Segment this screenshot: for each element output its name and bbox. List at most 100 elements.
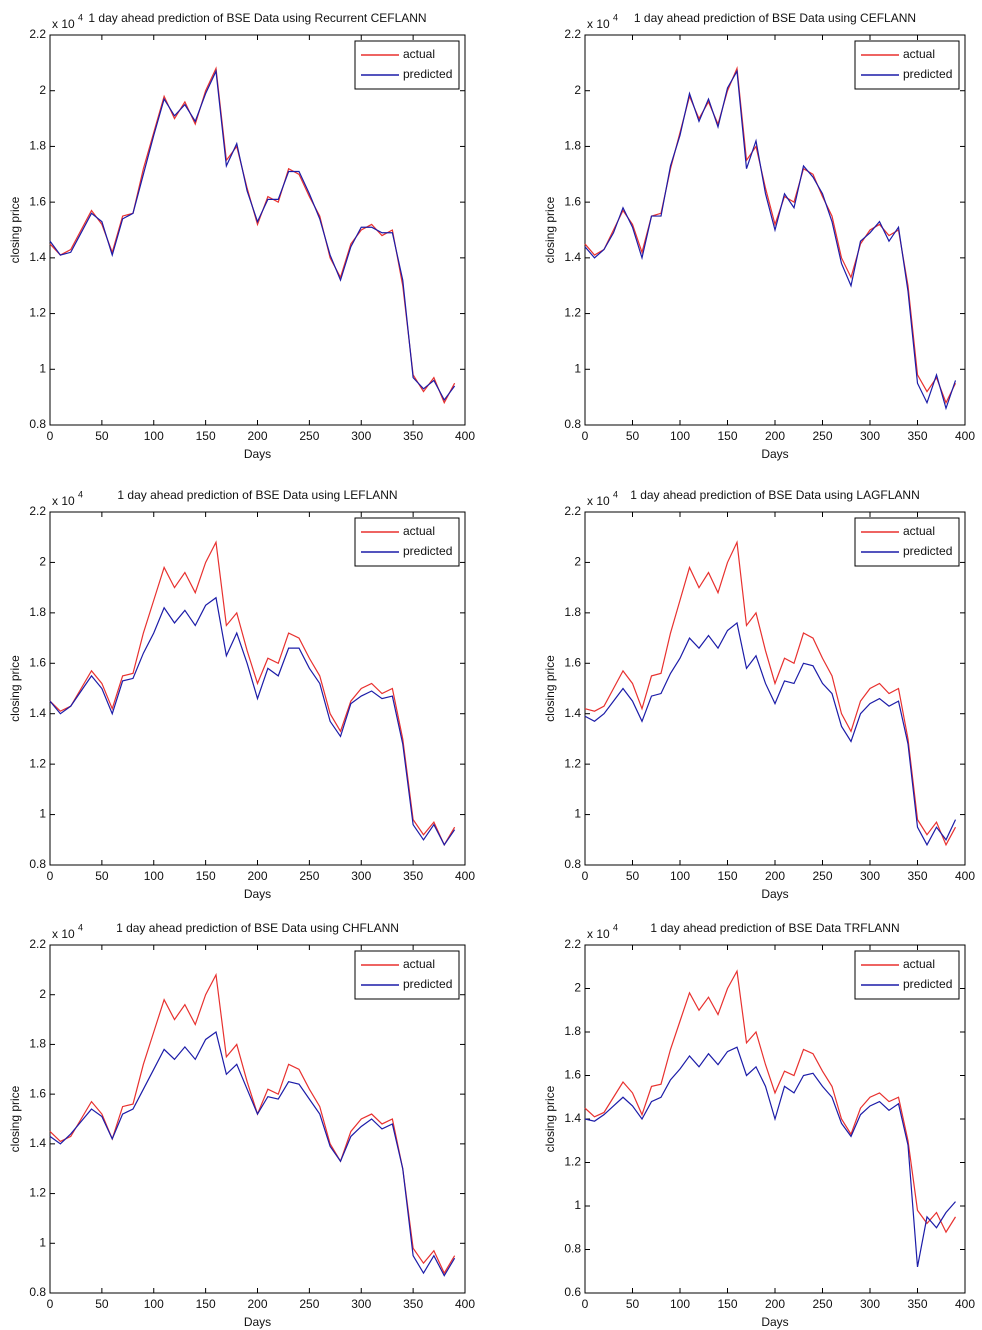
x-tick-label: 100 bbox=[670, 429, 690, 443]
x-tick-label: 200 bbox=[247, 429, 267, 443]
y-tick-label: 1 bbox=[39, 807, 46, 821]
y-tick-label: 0.8 bbox=[564, 857, 581, 871]
x-tick-label: 0 bbox=[47, 429, 54, 443]
legend-label: actual bbox=[403, 957, 435, 971]
y-tick-label: 2 bbox=[39, 987, 46, 1001]
x-tick-label: 350 bbox=[907, 1297, 927, 1311]
x-tick-label: 250 bbox=[299, 869, 319, 883]
legend-label: actual bbox=[403, 47, 435, 61]
y-tick-label: 2.2 bbox=[29, 27, 46, 41]
x-tick-label: 200 bbox=[247, 869, 267, 883]
y-tick-label: 1.8 bbox=[564, 1024, 581, 1038]
x-tick-label: 250 bbox=[299, 429, 319, 443]
x-tick-label: 100 bbox=[670, 869, 690, 883]
y-tick-label: 1 bbox=[574, 361, 581, 375]
y-tick-label: 1.8 bbox=[29, 139, 46, 153]
x-tick-label: 350 bbox=[907, 869, 927, 883]
legend-box bbox=[854, 517, 960, 567]
x-tick-label: 150 bbox=[717, 1297, 737, 1311]
x-tick-label: 150 bbox=[196, 869, 216, 883]
y-tick-label: 2.2 bbox=[564, 504, 581, 518]
x-tick-label: 300 bbox=[860, 429, 880, 443]
chart-title: 1 day ahead prediction of BSE Data using… bbox=[88, 11, 426, 25]
x-tick-label: 400 bbox=[455, 869, 475, 883]
x-tick-label: 200 bbox=[247, 1297, 267, 1311]
y-axis-label: closing price bbox=[543, 1085, 557, 1152]
y-multiplier: x 10 bbox=[587, 927, 610, 941]
y-multiplier: x 10 bbox=[52, 17, 75, 31]
legend-label: predicted bbox=[903, 67, 952, 81]
legend-label: actual bbox=[903, 47, 935, 61]
y-tick-label: 1 bbox=[574, 807, 581, 821]
y-tick-label: 2.2 bbox=[564, 937, 581, 951]
x-tick-label: 0 bbox=[47, 869, 54, 883]
chart-panel: 1 day ahead prediction of BSE Data using… bbox=[8, 921, 475, 1329]
x-tick-label: 300 bbox=[351, 1297, 371, 1311]
legend-label: predicted bbox=[903, 544, 952, 558]
y-tick-label: 1.2 bbox=[564, 756, 581, 770]
x-tick-label: 100 bbox=[144, 869, 164, 883]
x-tick-label: 0 bbox=[47, 1297, 54, 1311]
y-tick-label: 1.6 bbox=[564, 1068, 581, 1082]
chart-panel: 1 day ahead prediction of BSE Data using… bbox=[543, 488, 975, 901]
series-line bbox=[49, 540, 456, 847]
x-tick-label: 250 bbox=[812, 869, 832, 883]
y-tick-label: 1.4 bbox=[564, 1111, 581, 1125]
x-tick-label: 50 bbox=[626, 1297, 640, 1311]
legend-label: predicted bbox=[403, 67, 452, 81]
x-axis-label: Days bbox=[244, 1315, 271, 1329]
legend-label: actual bbox=[903, 524, 935, 538]
y-tick-label: 1.2 bbox=[564, 1155, 581, 1169]
y-tick-label: 0.8 bbox=[564, 417, 581, 431]
y-tick-label: 1 bbox=[574, 1198, 581, 1212]
x-tick-label: 400 bbox=[455, 429, 475, 443]
legend-box bbox=[354, 950, 460, 1000]
series-line bbox=[584, 69, 957, 411]
y-tick-label: 1.4 bbox=[29, 250, 46, 264]
x-tick-label: 350 bbox=[907, 429, 927, 443]
y-tick-label: 2.2 bbox=[564, 27, 581, 41]
chart-title: 1 day ahead prediction of BSE Data using… bbox=[117, 488, 397, 502]
y-multiplier-exponent: 4 bbox=[613, 12, 618, 22]
x-tick-label: 400 bbox=[455, 1297, 475, 1311]
x-axis-label: Days bbox=[761, 1315, 788, 1329]
x-tick-label: 100 bbox=[144, 1297, 164, 1311]
y-axis-label: closing price bbox=[543, 655, 557, 722]
series-line bbox=[49, 596, 456, 846]
x-tick-label: 200 bbox=[765, 429, 785, 443]
series-line bbox=[584, 1046, 956, 1268]
y-tick-label: 1.8 bbox=[564, 139, 581, 153]
x-tick-label: 200 bbox=[765, 869, 785, 883]
y-tick-label: 0.6 bbox=[564, 1285, 581, 1299]
y-tick-label: 1.6 bbox=[29, 1086, 46, 1100]
x-axis-label: Days bbox=[244, 447, 271, 461]
x-tick-label: 300 bbox=[860, 1297, 880, 1311]
y-axis-label: closing price bbox=[8, 655, 22, 722]
y-tick-label: 1.8 bbox=[29, 1037, 46, 1051]
x-tick-label: 50 bbox=[95, 429, 109, 443]
y-tick-label: 1.2 bbox=[29, 306, 46, 320]
x-tick-label: 150 bbox=[717, 869, 737, 883]
y-tick-label: 1.2 bbox=[564, 306, 581, 320]
series-line bbox=[584, 621, 957, 847]
x-axis-label: Days bbox=[761, 447, 788, 461]
chart-panel: 1 day ahead prediction of BSE Data using… bbox=[543, 11, 975, 461]
series-line bbox=[49, 972, 456, 1275]
y-multiplier: x 10 bbox=[52, 494, 75, 508]
plot-area bbox=[49, 34, 466, 426]
x-tick-label: 250 bbox=[299, 1297, 319, 1311]
y-tick-label: 0.8 bbox=[29, 1285, 46, 1299]
y-tick-label: 2 bbox=[574, 981, 581, 995]
y-tick-label: 1.6 bbox=[29, 655, 46, 669]
y-tick-label: 1 bbox=[39, 361, 46, 375]
y-axis-label: closing price bbox=[8, 1085, 22, 1152]
y-tick-label: 1.6 bbox=[564, 655, 581, 669]
x-tick-label: 400 bbox=[955, 869, 975, 883]
x-tick-label: 300 bbox=[351, 869, 371, 883]
chart-panel: 1 day ahead prediction of BSE Data TRFLA… bbox=[543, 921, 975, 1329]
y-tick-label: 1 bbox=[39, 1235, 46, 1249]
chart-title: 1 day ahead prediction of BSE Data using… bbox=[634, 11, 916, 25]
legend-label: actual bbox=[403, 524, 435, 538]
y-tick-label: 1.4 bbox=[29, 1136, 46, 1150]
